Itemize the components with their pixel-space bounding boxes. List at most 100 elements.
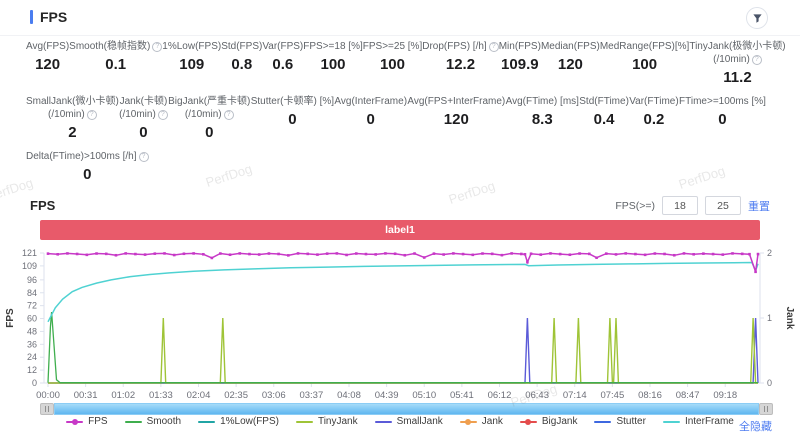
hide-all-link[interactable]: 全隐藏 bbox=[739, 421, 772, 433]
series-marker bbox=[104, 252, 108, 256]
stat-value: 0.4 bbox=[593, 111, 615, 128]
legend-item-interframe[interactable]: InterFrame bbox=[662, 416, 734, 427]
stat-item: Median(FPS) 120 bbox=[541, 40, 600, 86]
legend-item-tinyjank[interactable]: TinyJank bbox=[295, 416, 358, 427]
zoom-handle-right[interactable] bbox=[759, 403, 773, 415]
help-icon[interactable]: ? bbox=[86, 110, 97, 120]
series-marker bbox=[85, 253, 89, 257]
legend-label: 1%Low(FPS) bbox=[220, 416, 279, 427]
x-tick-label: 01:02 bbox=[111, 390, 135, 401]
stat-label: Drop(FPS) [/h]? bbox=[422, 40, 499, 53]
collapse-panel-button[interactable] bbox=[746, 7, 768, 29]
series-marker bbox=[481, 252, 484, 255]
stat-row: SmallJank(微小卡顿) (/10min)? 2 Jank(卡顿) (/10min… bbox=[0, 95, 800, 141]
legend-label: Stutter bbox=[616, 416, 646, 427]
stat-label: Avg(FTime) [ms] bbox=[505, 96, 579, 107]
legend-item-smalljank[interactable]: SmallJank bbox=[374, 416, 443, 427]
series-marker bbox=[754, 270, 757, 274]
series-marker bbox=[432, 252, 436, 255]
series-Smooth bbox=[47, 312, 758, 384]
series-marker bbox=[740, 252, 744, 256]
stat-item: Avg(FTime) [ms] 8.3 bbox=[506, 95, 579, 141]
series-marker bbox=[442, 253, 445, 256]
fps-threshold-min-input[interactable] bbox=[662, 196, 698, 215]
help-icon[interactable]: ? bbox=[152, 42, 163, 52]
y-tick-label: 84 bbox=[27, 288, 37, 298]
series-marker bbox=[682, 252, 686, 255]
series-marker bbox=[257, 253, 261, 256]
legend-marker bbox=[374, 420, 392, 423]
stat-item: Drop(FPS) [/h]? 12.2 bbox=[422, 40, 499, 86]
stat-value: 0 bbox=[718, 111, 727, 128]
series-marker bbox=[653, 252, 657, 255]
series-marker bbox=[316, 253, 319, 256]
legend-item-smooth[interactable]: Smooth bbox=[124, 416, 182, 427]
series-marker bbox=[238, 252, 242, 255]
series-marker bbox=[182, 252, 186, 256]
stat-label: Var(FPS) bbox=[262, 41, 304, 52]
legend-marker bbox=[594, 420, 612, 423]
legend-marker bbox=[124, 420, 142, 423]
zoom-handle-left[interactable] bbox=[40, 403, 54, 415]
stat-label: FTime>=100ms [%] bbox=[679, 96, 766, 107]
label-banner: label1 bbox=[40, 220, 760, 240]
zoom-range-fill[interactable] bbox=[54, 403, 759, 415]
stat-item: Min(FPS) 109.9 bbox=[499, 40, 541, 86]
stat-value: 0.1 bbox=[105, 56, 127, 73]
legend-item-stutter[interactable]: Stutter bbox=[594, 416, 646, 427]
legend-item-jank[interactable]: Jank bbox=[459, 416, 503, 427]
stat-label: Jank(卡顿) (/10min)? bbox=[119, 96, 168, 120]
legend-item-fps[interactable]: FPS bbox=[66, 416, 108, 427]
stat-item: TinyJank(极微小卡顿) (/10min)? 11.2 bbox=[689, 40, 785, 86]
stat-item: BigJank(严重卡顿) (/10min)? 0 bbox=[168, 95, 250, 141]
stat-item: Var(FPS) 0.6 bbox=[262, 40, 303, 86]
fps-line-chart[interactable]: 121 109 96 84 72 60 48 36 24 12 0 2 1 0 00:00 00:31 01:0… bbox=[0, 243, 800, 406]
stat-item: Var(FTime) 0.2 bbox=[629, 95, 678, 141]
series-marker bbox=[393, 252, 397, 256]
stat-value: 109 bbox=[179, 56, 205, 73]
series-marker bbox=[643, 253, 647, 257]
help-icon[interactable]: ? bbox=[223, 110, 234, 120]
x-tick-label: 04:08 bbox=[337, 390, 361, 401]
help-icon[interactable]: ? bbox=[751, 55, 762, 65]
y-tick-label: 60 bbox=[27, 314, 37, 324]
stat-label: Avg(InterFrame) bbox=[334, 96, 408, 107]
series-marker bbox=[364, 252, 368, 256]
series-marker bbox=[523, 252, 527, 256]
fps-threshold-max-input[interactable] bbox=[705, 196, 741, 215]
series-FPS bbox=[47, 252, 759, 273]
series-marker bbox=[413, 252, 416, 255]
help-icon[interactable]: ? bbox=[157, 110, 168, 120]
y-tick-label: 121 bbox=[22, 248, 37, 258]
stat-value: 120 bbox=[443, 111, 469, 128]
reset-link[interactable]: 重置 bbox=[748, 200, 770, 213]
help-icon[interactable]: ? bbox=[138, 152, 149, 162]
legend-label: TinyJank bbox=[317, 416, 358, 427]
legend-label: Smooth bbox=[146, 416, 182, 427]
series-marker bbox=[56, 252, 60, 256]
help-icon[interactable]: ? bbox=[488, 42, 499, 52]
series-marker bbox=[490, 252, 494, 256]
series-marker bbox=[163, 252, 166, 255]
legend-label: SmallJank bbox=[396, 416, 443, 427]
y-tick-label: 12 bbox=[27, 365, 37, 375]
stat-value: 0 bbox=[366, 111, 375, 128]
series-marker bbox=[510, 252, 513, 255]
x-tick-label: 00:00 bbox=[36, 390, 60, 401]
legend-item-bigjank[interactable]: BigJank bbox=[519, 416, 577, 427]
series-marker bbox=[172, 253, 176, 257]
stat-item: Smooth(稳帧指数)? 0.1 bbox=[69, 40, 163, 86]
stat-value: 120 bbox=[35, 56, 61, 73]
series-marker bbox=[452, 252, 455, 255]
stat-value: 12.2 bbox=[445, 56, 476, 73]
stat-label: Avg(FPS+InterFrame) bbox=[407, 96, 506, 107]
stat-label: Stutter(卡顿率) [%] bbox=[250, 96, 335, 107]
x-tick-label: 00:31 bbox=[74, 390, 98, 401]
series-marker bbox=[296, 252, 300, 255]
stat-item: Stutter(卡顿率) [%] 0 bbox=[251, 95, 334, 141]
series-marker bbox=[345, 253, 348, 257]
series-marker bbox=[520, 252, 523, 256]
series-marker bbox=[124, 252, 127, 255]
legend-item-1-low-fps-[interactable]: 1%Low(FPS) bbox=[198, 416, 279, 427]
series-marker bbox=[634, 252, 637, 256]
